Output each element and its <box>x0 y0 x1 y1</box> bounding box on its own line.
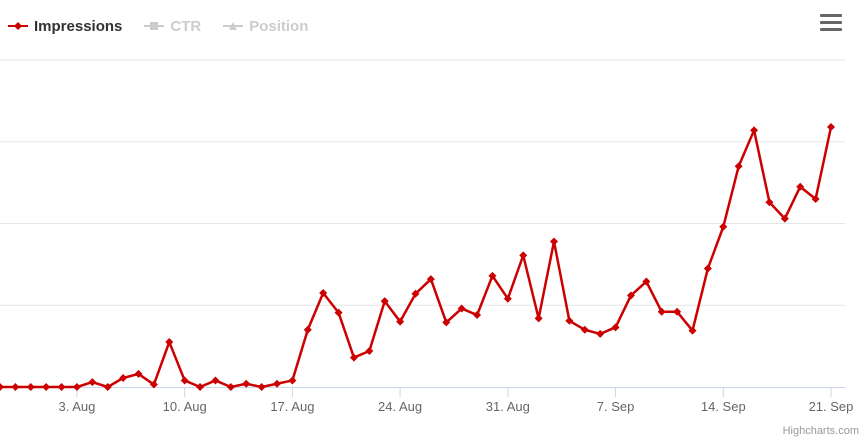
legend: Impressions CTR Position <box>8 14 308 38</box>
legend-label: CTR <box>170 17 202 35</box>
data-point[interactable] <box>534 314 543 323</box>
data-point[interactable] <box>580 325 589 334</box>
data-point[interactable] <box>380 297 389 306</box>
data-point[interactable] <box>411 289 420 298</box>
x-tick-label: 10. Aug <box>163 399 207 414</box>
x-tick-label: 17. Aug <box>270 399 314 414</box>
data-point[interactable] <box>488 271 497 280</box>
x-tick-label: 3. Aug <box>59 399 96 414</box>
data-point[interactable] <box>349 353 358 362</box>
data-point[interactable] <box>719 222 728 231</box>
data-point[interactable] <box>273 379 281 388</box>
data-point[interactable] <box>565 316 574 325</box>
data-point[interactable] <box>673 307 682 316</box>
data-point[interactable] <box>626 291 635 300</box>
data-point[interactable] <box>611 323 620 332</box>
triangle-marker-icon <box>223 19 244 33</box>
legend-item-impressions[interactable]: Impressions <box>8 18 122 35</box>
legend-label: Position <box>249 17 309 35</box>
data-point[interactable] <box>811 194 820 203</box>
data-point[interactable] <box>473 311 482 320</box>
data-point[interactable] <box>365 347 374 356</box>
data-point[interactable] <box>765 198 774 207</box>
data-point[interactable] <box>688 326 697 335</box>
data-point[interactable] <box>796 182 805 191</box>
data-point[interactable] <box>703 264 712 273</box>
data-point[interactable] <box>319 288 328 297</box>
data-point[interactable] <box>72 383 81 391</box>
x-tick-label: 31. Aug <box>486 399 530 414</box>
x-tick-label: 7. Sep <box>597 399 635 414</box>
data-point[interactable] <box>257 383 266 391</box>
data-point[interactable] <box>503 294 512 303</box>
hamburger-menu-icon[interactable] <box>820 14 842 34</box>
data-point[interactable] <box>103 383 112 391</box>
data-point[interactable] <box>196 383 205 391</box>
data-point[interactable] <box>42 383 51 391</box>
data-point[interactable] <box>780 214 789 223</box>
data-point[interactable] <box>165 338 174 347</box>
data-point[interactable] <box>657 307 666 316</box>
data-point[interactable] <box>750 126 759 135</box>
data-point[interactable] <box>303 325 312 334</box>
data-point[interactable] <box>180 376 189 385</box>
square-marker-icon <box>144 19 165 33</box>
diamond-marker-icon <box>8 19 28 33</box>
series-line-impressions <box>0 126 833 389</box>
data-point[interactable] <box>0 383 4 391</box>
data-point[interactable] <box>211 376 220 385</box>
data-point[interactable] <box>11 383 20 391</box>
data-point[interactable] <box>119 374 128 383</box>
data-point[interactable] <box>88 378 97 387</box>
data-point[interactable] <box>642 277 651 286</box>
legend-item-position[interactable]: Position <box>223 18 308 35</box>
data-point[interactable] <box>57 383 66 391</box>
credits-link[interactable]: Highcharts.com <box>782 425 859 437</box>
data-point[interactable] <box>149 380 158 389</box>
data-point[interactable] <box>242 379 251 388</box>
x-tick-label: 14. Sep <box>701 399 746 414</box>
legend-label: Impressions <box>34 17 123 35</box>
data-point[interactable] <box>288 376 297 385</box>
data-point[interactable] <box>442 318 451 327</box>
data-point[interactable] <box>134 369 143 378</box>
x-tick-label: 21. Sep <box>809 399 854 414</box>
data-point[interactable] <box>226 383 235 391</box>
data-point[interactable] <box>457 304 466 313</box>
data-point[interactable] <box>734 162 743 171</box>
data-point[interactable] <box>396 317 405 326</box>
data-point[interactable] <box>596 329 605 338</box>
data-point[interactable] <box>550 237 558 246</box>
data-point[interactable] <box>827 123 835 132</box>
data-point[interactable] <box>26 383 35 391</box>
x-tick-label: 24. Aug <box>378 399 422 414</box>
legend-item-ctr[interactable]: CTR <box>144 18 201 35</box>
data-point[interactable] <box>426 275 435 284</box>
data-point[interactable] <box>334 308 343 317</box>
data-point[interactable] <box>519 251 528 260</box>
